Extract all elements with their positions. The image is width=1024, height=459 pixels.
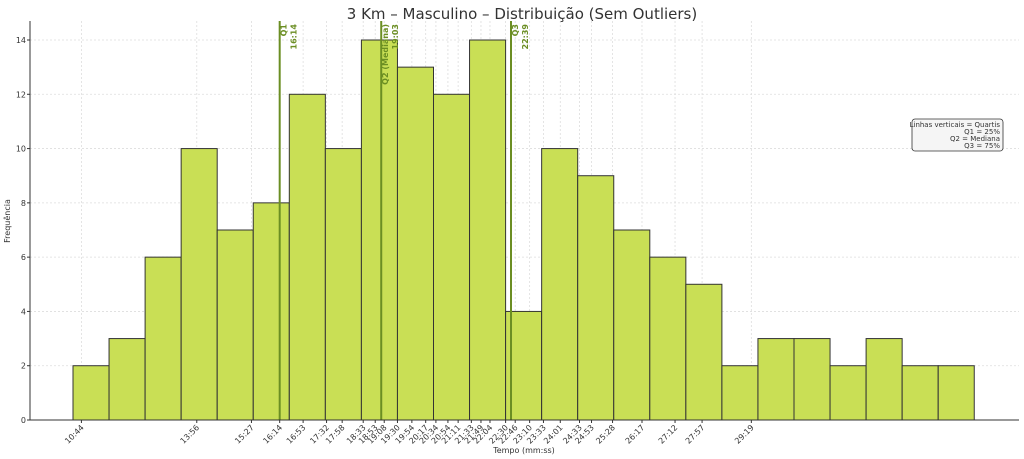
x-tick-label: 26:17 xyxy=(624,423,647,446)
histogram-bar xyxy=(865,338,903,421)
bars-group xyxy=(72,39,975,421)
histogram-bar xyxy=(216,229,254,421)
x-tick-label: 10:44 xyxy=(63,423,86,446)
x-tick-label: 29:19 xyxy=(733,423,756,446)
histogram-bar xyxy=(108,338,146,421)
histogram-bar xyxy=(252,202,290,421)
legend-line-1: Linhas verticais = Quartis xyxy=(910,121,1001,129)
x-tick-label: 27:12 xyxy=(657,423,680,446)
histogram-bar xyxy=(613,229,651,421)
histogram-bar xyxy=(649,256,687,421)
x-tick-label: 15:27 xyxy=(233,423,256,446)
histogram-bar xyxy=(469,39,507,421)
y-tick-label: 10 xyxy=(16,145,26,154)
quartile-name-label: Q1 xyxy=(280,24,289,37)
histogram-bar xyxy=(937,365,975,421)
histogram-bar xyxy=(757,338,795,421)
histogram-bar xyxy=(721,365,759,421)
legend-line-3: Q2 = Mediana xyxy=(950,135,1000,143)
y-ticks: 0 2 4 6 8 10 12 14 xyxy=(16,36,30,425)
legend-box: Linhas verticais = Quartis Q1 = 25% Q2 =… xyxy=(910,118,1004,152)
x-tick-label: 27:57 xyxy=(684,423,707,446)
histogram-bar xyxy=(901,365,939,421)
y-tick-label: 6 xyxy=(21,253,26,262)
legend-line-2: Q1 = 25% xyxy=(964,128,1000,136)
histogram-bar xyxy=(433,93,471,421)
quartile-value-label: 16:14 xyxy=(290,24,299,50)
histogram-bar xyxy=(180,148,218,421)
quartile-lines: Q1 16:14 Q2 (Mediana) 19:03 Q3 22:39 xyxy=(278,21,530,420)
y-tick-label: 8 xyxy=(21,199,26,208)
histogram-bar xyxy=(144,256,182,421)
quartile-value-label: 19:03 xyxy=(391,24,400,49)
histogram-bar xyxy=(72,365,110,421)
x-ticks: 10:44 13:56 15:27 16:14 16:53 17:3217:5818:33… xyxy=(63,420,756,446)
histogram-bar xyxy=(324,148,362,421)
histogram-bar xyxy=(541,148,579,421)
histogram-bar xyxy=(793,338,831,421)
histogram-bar xyxy=(360,39,398,421)
x-tick-label: 24:01 xyxy=(542,423,565,446)
quartile-name-label: Q2 (Mediana) xyxy=(381,24,390,85)
chart-title: 3 Km – Masculino – Distribuição (Sem Out… xyxy=(347,5,697,23)
histogram-bar xyxy=(577,175,615,421)
legend-line-4: Q3 = 75% xyxy=(964,142,1000,150)
x-tick-label: 16:53 xyxy=(285,423,308,446)
histogram-bar xyxy=(396,66,435,421)
x-tick-label: 25:28 xyxy=(594,423,617,446)
histogram-bar xyxy=(685,283,723,421)
y-tick-label: 12 xyxy=(16,90,26,99)
x-tick-label: 16:14 xyxy=(261,423,284,446)
y-tick-label: 0 xyxy=(21,416,26,425)
y-tick-label: 2 xyxy=(21,362,26,371)
x-axis-label: Tempo (mm:ss) xyxy=(492,446,555,455)
y-axis-label: Frequência xyxy=(2,199,12,243)
quartile-name-label: Q3 xyxy=(511,24,520,36)
y-tick-label: 4 xyxy=(21,307,26,316)
y-tick-label: 14 xyxy=(16,36,26,45)
axes xyxy=(29,21,1019,421)
histogram-bar xyxy=(288,93,326,421)
quartile-value-label: 22:39 xyxy=(521,24,530,50)
histogram-bar xyxy=(829,365,867,421)
x-tick-label: 13:56 xyxy=(179,423,202,446)
